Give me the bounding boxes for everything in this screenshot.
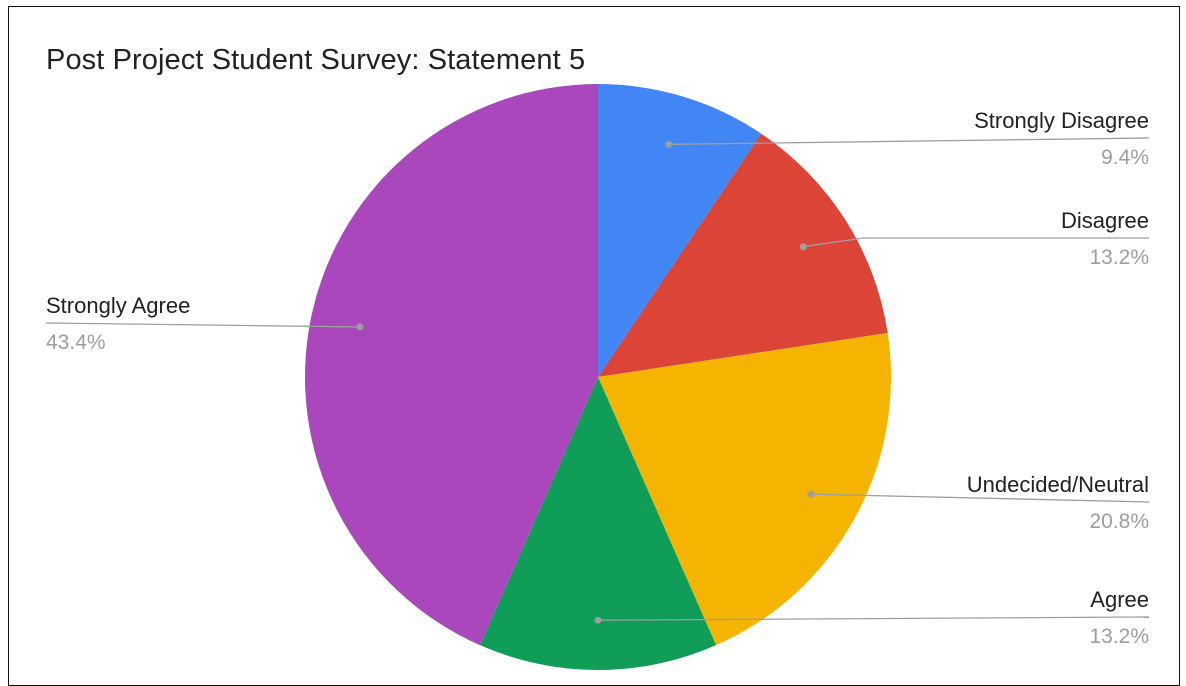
leader-line-strongly-agree [45, 322, 361, 328]
pie-slice-undecided-neutral [598, 332, 891, 646]
slice-label-undecided-neutral: Undecided/Neutral [967, 472, 1149, 497]
slice-label-strongly-disagree: Strongly Disagree [974, 108, 1149, 133]
pie-slice-strongly-agree [305, 84, 598, 646]
pie-slice-agree [479, 377, 717, 670]
leader-line-undecided-neutral [811, 493, 1150, 503]
chart-title: Post Project Student Survey: Statement 5 [46, 44, 586, 76]
leader-line-disagree [803, 237, 1149, 248]
leader-line-strongly-disagree [668, 137, 1150, 145]
slice-label-agree: Agree [1090, 587, 1149, 612]
leader-lines [45, 137, 1150, 624]
pie-slice-strongly-disagree [598, 84, 762, 377]
slice-percent-strongly-agree: 43.4% [46, 331, 106, 354]
pie-slices [305, 84, 891, 670]
slice-label-strongly-agree: Strongly Agree [46, 293, 190, 318]
slice-percent-agree: 13.2% [1089, 625, 1149, 648]
slice-percent-undecided-neutral: 20.8% [1089, 510, 1149, 533]
pie-slice-disagree [598, 133, 888, 377]
slice-label-disagree: Disagree [1061, 208, 1149, 233]
leader-line-agree [597, 616, 1150, 621]
slice-percent-disagree: 13.2% [1089, 246, 1149, 269]
slice-labels: Strongly Disagree 9.4% Disagree 13.2% Undeci… [46, 108, 1149, 648]
slice-percent-strongly-disagree: 9.4% [1101, 146, 1149, 169]
